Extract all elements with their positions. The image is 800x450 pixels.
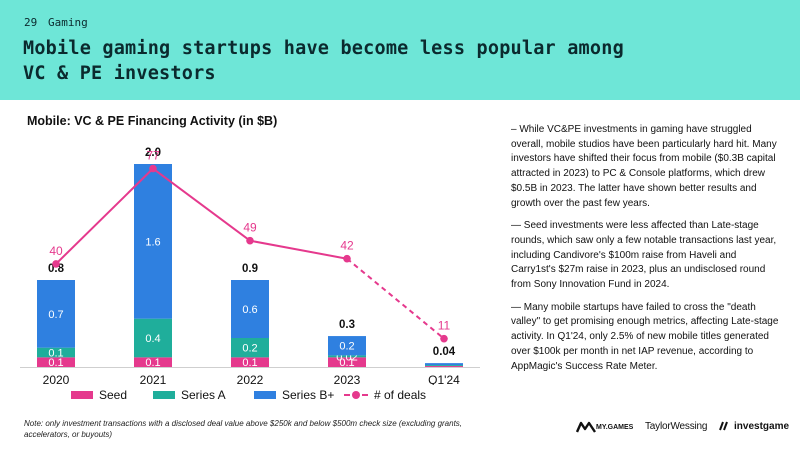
footnote: Note: only investment transactions with … xyxy=(24,419,463,439)
bar-total-4: 0.3 xyxy=(339,319,355,331)
bar-label-series-b--2: 1.6 xyxy=(145,236,160,248)
bar-seed-1 xyxy=(37,357,75,367)
bar-series-a-2 xyxy=(134,318,172,358)
bar-label-series-a-2: 0.4 xyxy=(145,333,160,345)
bar-series-b--1 xyxy=(37,280,75,348)
section-label: Gaming xyxy=(48,16,88,29)
deals-label-3: 49 xyxy=(243,221,257,235)
mygames-wordmark: MY.GAMES xyxy=(596,423,634,431)
deals-label-5: 11 xyxy=(438,319,451,333)
deals-point-3 xyxy=(246,236,254,245)
legend-item-series-b: Series B+ xyxy=(254,388,334,402)
deals-label-2: 77 xyxy=(146,149,160,163)
bar-label-seed-1: 0.1 xyxy=(48,357,63,369)
investgame-wordmark: investgame xyxy=(734,420,790,432)
chart-title: Mobile: VC & PE Financing Activity (in $… xyxy=(27,114,278,128)
deals-point-5 xyxy=(440,334,448,343)
bar-label-series-b--3: 0.6 xyxy=(242,304,257,316)
x-tick-label-5: Q1'24 xyxy=(428,373,460,385)
x-tick-label-1: 2020 xyxy=(43,373,70,385)
slide-number: 29 xyxy=(24,16,38,29)
deals-point-2 xyxy=(149,164,157,173)
deals-point-1 xyxy=(52,260,60,268)
deals-line-segment-4 xyxy=(346,257,445,340)
commentary-paragraph-3: — Many mobile startups have failed to cr… xyxy=(511,301,779,372)
bar-series-b--4 xyxy=(328,336,366,356)
bar-label-series-b--4: 0.2 xyxy=(339,341,354,353)
x-tick-label-2: 2021 xyxy=(140,373,167,385)
chart-legend: Seed Series A Series B+ # of deals xyxy=(0,388,500,408)
stacked-bar-chart: 0.10.10.70.820200.10.41.62.020210.10.20.… xyxy=(20,147,480,385)
bar-label-series-a-1: 0.1 xyxy=(48,348,63,360)
legend-item-deals: # of deals xyxy=(344,388,426,402)
header-band: 29 Gaming Mobile gaming startups have be… xyxy=(0,0,800,100)
bar-label-seed-3: 0.1 xyxy=(242,357,257,369)
x-tick-label-3: 2022 xyxy=(237,373,264,385)
page-title: Mobile gaming startups have become less … xyxy=(23,38,624,84)
bar-seed-4 xyxy=(328,357,366,367)
bar-total-1: 0.8 xyxy=(48,263,65,275)
bar-series-b--5 xyxy=(425,363,463,366)
mygames-mark-icon xyxy=(576,421,596,433)
legend-swatch-series-a xyxy=(153,391,175,399)
bar-label-seed-4: 0.1 xyxy=(339,357,354,369)
bar-label-series-b--1: 0.7 xyxy=(48,309,63,321)
legend-line-deals xyxy=(344,391,368,399)
deals-point-4 xyxy=(343,254,351,263)
partner-logos: MY.GAMES TaylorWessing investgame xyxy=(576,419,796,437)
bar-seed-3 xyxy=(231,357,269,367)
bar-series-a-1 xyxy=(37,347,75,358)
x-tick-label-4: 2023 xyxy=(334,373,361,385)
deals-label-4: 42 xyxy=(340,239,354,253)
legend-swatch-series-b xyxy=(254,391,276,399)
deals-line-segment-3 xyxy=(249,239,348,260)
taylorwessing-logo: TaylorWessing xyxy=(645,421,708,432)
bar-total-3: 0.9 xyxy=(242,263,258,275)
investgame-mark-icon xyxy=(719,421,728,431)
bar-label-seed-2: 0.1 xyxy=(145,357,160,369)
bar-series-a-3 xyxy=(231,338,269,358)
deals-label-1: 40 xyxy=(49,244,63,258)
legend-label-deals: # of deals xyxy=(374,388,427,402)
legend-label-seed: Seed xyxy=(99,388,128,402)
bar-seed-2 xyxy=(134,357,172,367)
deals-line-segment-2 xyxy=(152,167,251,242)
legend-label-series-b: Series B+ xyxy=(282,388,335,402)
bar-series-b--2 xyxy=(134,164,172,319)
legend-label-series-a: Series A xyxy=(181,388,226,402)
commentary: – While VC&PE investments in gaming have… xyxy=(511,123,783,382)
legend-item-series-a: Series A xyxy=(153,388,226,402)
investgame-logo: investgame xyxy=(718,420,789,432)
mygames-logo: MY.GAMES xyxy=(576,421,633,433)
bar-series-a-4 xyxy=(328,355,366,358)
bar-label-series-a-3: 0.2 xyxy=(242,343,257,355)
legend-item-seed: Seed xyxy=(71,388,127,402)
commentary-paragraph-1: – While VC&PE investments in gaming have… xyxy=(511,124,777,209)
commentary-paragraph-2: — Seed investments were less affected th… xyxy=(511,220,777,291)
bar-series-a-5 xyxy=(425,365,463,367)
legend-swatch-seed xyxy=(71,391,93,399)
deals-line-segment-1 xyxy=(55,167,154,265)
bar-seed-5 xyxy=(425,366,463,367)
bar-total-5: 0.04 xyxy=(433,346,456,358)
bar-total-2: 2.0 xyxy=(145,147,161,159)
bar-series-b--3 xyxy=(231,280,269,338)
